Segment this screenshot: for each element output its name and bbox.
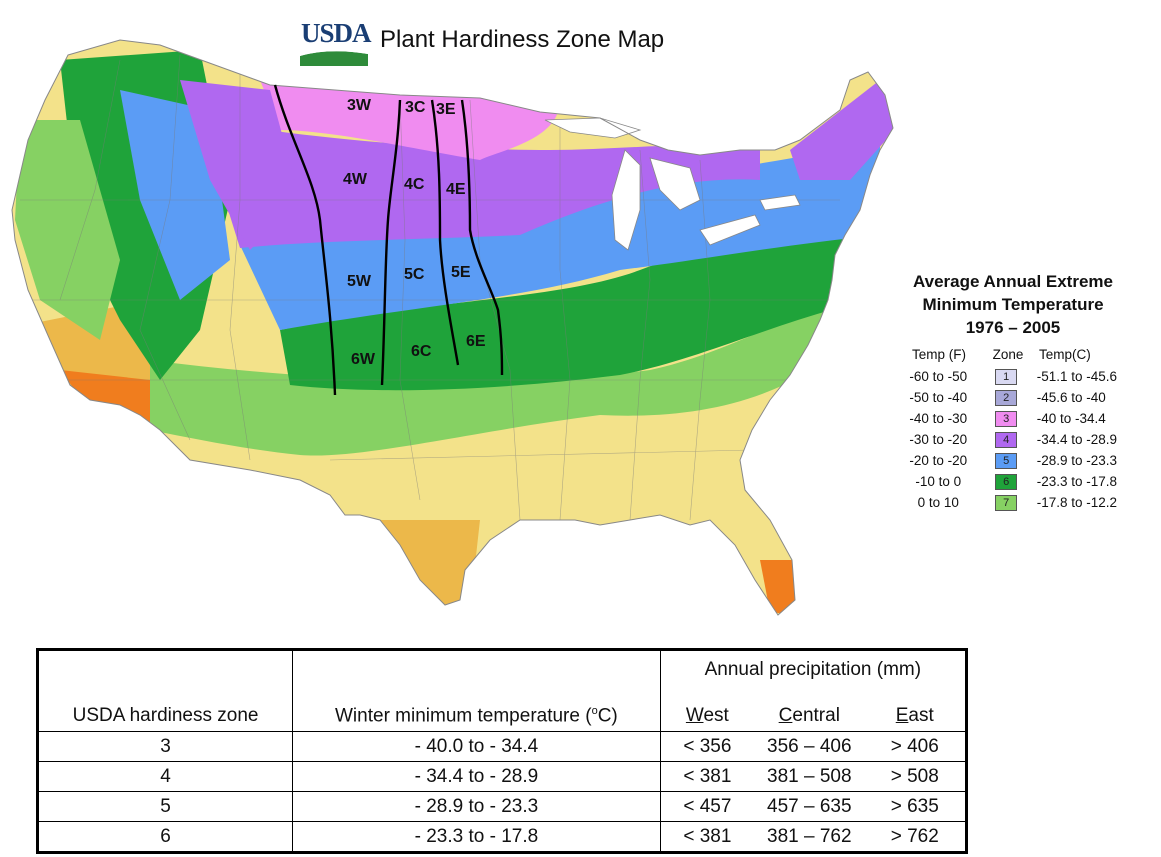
usda-swoosh-icon: [300, 48, 368, 66]
cell-temp: - 28.9 to - 23.3: [292, 791, 661, 822]
table-row: 5- 28.9 to - 23.3 < 457 457 – 635 > 635: [37, 791, 967, 822]
col-central-header: Central: [754, 689, 865, 732]
zone-label-5c: 5C: [404, 266, 425, 283]
legend-row: -20 to -20 5 -28.9 to -23.3: [895, 450, 1145, 471]
zone-label-3e: 3E: [436, 101, 456, 118]
cell-central: 457 – 635: [754, 791, 865, 822]
legend-head-c: Temp(C): [1039, 347, 1091, 362]
zone-label-6c: 6C: [411, 343, 432, 360]
zone-label-6w: 6W: [351, 351, 376, 368]
zone-label-3w: 3W: [347, 97, 372, 114]
zone-label-4e: 4E: [446, 181, 466, 198]
cell-east: > 762: [864, 821, 967, 853]
table-header-row-2: USDA hardiness zone Winter minimum tempe…: [37, 689, 967, 732]
cell-east: > 635: [864, 791, 967, 822]
legend-title-line2: Minimum Temperature: [922, 295, 1104, 314]
legend-temp-c: -45.6 to -40: [1036, 390, 1106, 405]
cell-west: < 356: [660, 731, 755, 762]
cell-east: > 406: [864, 731, 967, 762]
cell-temp: - 40.0 to - 34.4: [292, 731, 661, 762]
legend-head-f: Temp (F): [912, 347, 966, 362]
cell-zone: 4: [37, 761, 294, 792]
legend-row: -30 to -20 4 -34.4 to -28.9: [895, 429, 1145, 450]
cell-west: < 381: [660, 761, 755, 792]
col-zone-header: USDA hardiness zone: [37, 689, 294, 732]
boundary-line-central-west: [380, 99, 402, 386]
legend-zone-swatch: 3: [995, 410, 1018, 427]
boundary-line-west: [273, 84, 337, 396]
cell-central: 356 – 406: [754, 731, 865, 762]
table-header-row-1: Annual precipitation (mm): [37, 649, 967, 689]
temperature-legend: Average Annual Extreme Minimum Temperatu…: [895, 270, 1145, 513]
cell-central: 381 – 762: [754, 821, 865, 853]
legend-row: -40 to -30 3 -40 to -34.4: [895, 408, 1145, 429]
col-east-header: East: [864, 689, 967, 732]
legend-header: Temp (F) Zone Temp(C): [895, 347, 1145, 362]
legend-row: -60 to -50 1 -51.1 to -45.6: [895, 366, 1145, 387]
legend-zone-swatch: 2: [995, 389, 1018, 406]
legend-temp-f: -20 to -20: [909, 453, 968, 468]
col-west-header: West: [660, 689, 755, 732]
cell-east: > 508: [864, 761, 967, 792]
col-temp-header: Winter minimum temperature (oC): [292, 689, 661, 732]
cell-west: < 457: [660, 791, 755, 822]
cell-temp: - 23.3 to - 17.8: [292, 821, 661, 853]
legend-temp-f: -60 to -50: [909, 369, 968, 384]
precip-header: Annual precipitation (mm): [704, 659, 922, 680]
legend-zone-swatch: 4: [995, 431, 1018, 448]
cell-central: 381 – 508: [754, 761, 865, 792]
zone-label-3c: 3C: [405, 99, 426, 116]
cell-west: < 381: [660, 821, 755, 853]
legend-title-line3: 1976 – 2005: [965, 318, 1061, 337]
legend-head-zone: Zone: [992, 347, 1024, 362]
legend-temp-f: 0 to 10: [917, 495, 959, 510]
cell-zone: 6: [37, 821, 294, 853]
legend-temp-c: -17.8 to -12.2: [1036, 495, 1118, 510]
table-row: 3- 40.0 to - 34.4 < 356 356 – 406 > 406: [37, 731, 967, 762]
legend-title: Average Annual Extreme Minimum Temperatu…: [895, 270, 1131, 339]
legend-temp-f: -50 to -40: [909, 390, 968, 405]
hardiness-zone-table: Annual precipitation (mm) USDA hardiness…: [36, 648, 968, 854]
legend-row: -50 to -40 2 -45.6 to -40: [895, 387, 1145, 408]
legend-temp-c: -34.4 to -28.9: [1036, 432, 1118, 447]
legend-zone-swatch: 1: [995, 368, 1018, 385]
table-row: 6- 23.3 to - 17.8 < 381 381 – 762 > 762: [37, 821, 967, 853]
legend-zone-swatch: 5: [995, 452, 1018, 469]
zone-label-5e: 5E: [451, 264, 471, 281]
legend-temp-f: -30 to -20: [909, 432, 968, 447]
cell-temp: - 34.4 to - 28.9: [292, 761, 661, 792]
zone-label-4c: 4C: [404, 176, 425, 193]
legend-row: 0 to 10 7 -17.8 to -12.2: [895, 492, 1145, 513]
legend-temp-c: -23.3 to -17.8: [1036, 474, 1118, 489]
legend-temp-f: -40 to -30: [909, 411, 968, 426]
cell-zone: 5: [37, 791, 294, 822]
legend-temp-c: -40 to -34.4: [1036, 411, 1106, 426]
legend-temp-c: -51.1 to -45.6: [1036, 369, 1118, 384]
zone-label-6e: 6E: [466, 333, 486, 350]
map-title: Plant Hardiness Zone Map: [380, 26, 665, 53]
legend-title-line1: Average Annual Extreme: [913, 272, 1113, 291]
usda-logo: USDA: [300, 18, 372, 66]
usda-logo-text: USDA: [301, 18, 372, 48]
zone-label-5w: 5W: [347, 273, 372, 290]
table-row: 4- 34.4 to - 28.9 < 381 381 – 508 > 508: [37, 761, 967, 792]
map-header: USDA Plant Hardiness Zone Map: [300, 18, 664, 66]
legend-row: -10 to 0 6 -23.3 to -17.8: [895, 471, 1145, 492]
legend-temp-c: -28.9 to -23.3: [1036, 453, 1118, 468]
zone-label-4w: 4W: [343, 171, 368, 188]
boundary-line-east: [460, 99, 504, 376]
cell-zone: 3: [37, 731, 294, 762]
boundary-line-central-east: [430, 99, 460, 366]
legend-temp-f: -10 to 0: [915, 474, 962, 489]
legend-zone-swatch: 6: [995, 473, 1018, 490]
legend-zone-swatch: 7: [995, 494, 1018, 511]
